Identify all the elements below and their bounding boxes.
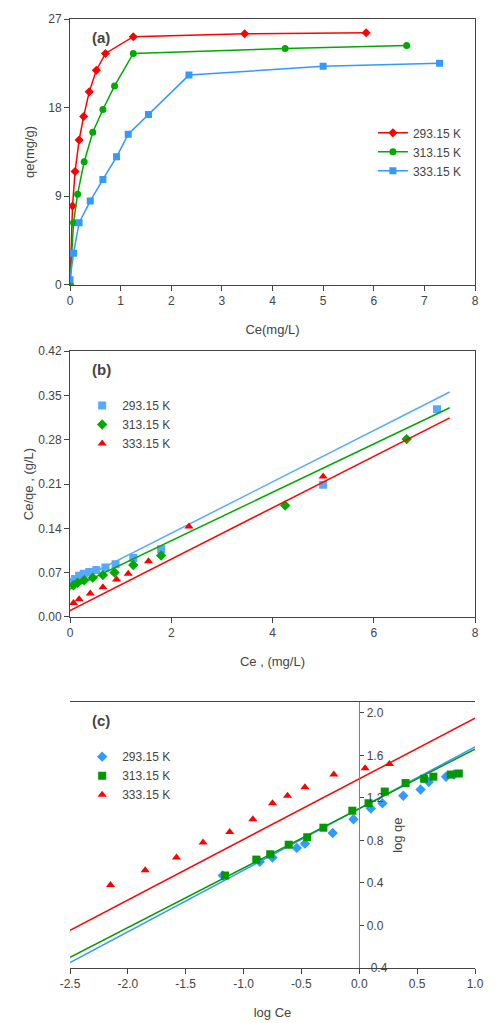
svg-text:2.0: 2.0 — [367, 706, 384, 720]
svg-text:293.15 K: 293.15 K — [122, 750, 170, 764]
svg-text:0.00: 0.00 — [38, 610, 62, 624]
svg-text:8: 8 — [472, 626, 479, 640]
svg-text:18: 18 — [48, 101, 62, 115]
svg-text:8: 8 — [472, 294, 479, 308]
svg-text:5: 5 — [320, 294, 327, 308]
svg-text:0.5: 0.5 — [409, 977, 426, 991]
svg-text:333.15 K: 333.15 K — [413, 165, 461, 179]
svg-text:-2.0: -2.0 — [118, 977, 139, 991]
svg-text:(c): (c) — [92, 712, 110, 729]
svg-text:0.0: 0.0 — [351, 977, 368, 991]
svg-text:7: 7 — [421, 294, 428, 308]
svg-text:3: 3 — [219, 294, 226, 308]
svg-text:4: 4 — [269, 626, 276, 640]
svg-text:1.2: 1.2 — [367, 791, 384, 805]
svg-text:0.28: 0.28 — [38, 433, 62, 447]
svg-text:(b): (b) — [92, 361, 111, 378]
svg-text:-0.4: -0.4 — [367, 961, 388, 975]
svg-text:1.6: 1.6 — [367, 749, 384, 763]
svg-text:2: 2 — [168, 294, 175, 308]
svg-text:4: 4 — [269, 294, 276, 308]
svg-text:Ce/qe , (g/L): Ce/qe , (g/L) — [21, 448, 36, 520]
svg-text:Ce , (mg/L): Ce , (mg/L) — [240, 654, 305, 669]
svg-text:293.15 K: 293.15 K — [413, 127, 461, 141]
svg-text:0.35: 0.35 — [38, 389, 62, 403]
svg-text:313.15 K: 313.15 K — [413, 146, 461, 160]
svg-text:0: 0 — [67, 626, 74, 640]
svg-text:(a): (a) — [92, 29, 110, 46]
svg-text:log Ce: log Ce — [254, 1005, 292, 1020]
svg-text:-1.5: -1.5 — [175, 977, 196, 991]
svg-text:qe(mg/g): qe(mg/g) — [22, 126, 37, 178]
svg-text:333.15 K: 333.15 K — [122, 437, 170, 451]
svg-text:1.0: 1.0 — [467, 977, 484, 991]
svg-text:log qe: log qe — [390, 817, 405, 852]
svg-text:Ce(mg/L): Ce(mg/L) — [245, 322, 299, 337]
svg-text:0.42: 0.42 — [38, 344, 62, 358]
svg-text:0.0: 0.0 — [367, 919, 384, 933]
svg-text:-1.0: -1.0 — [233, 977, 254, 991]
svg-text:-0.5: -0.5 — [291, 977, 312, 991]
svg-text:0.8: 0.8 — [367, 834, 384, 848]
svg-text:313.15 K: 313.15 K — [122, 769, 170, 783]
svg-text:0.14: 0.14 — [38, 522, 62, 536]
svg-text:1: 1 — [117, 294, 124, 308]
svg-text:313.15 K: 313.15 K — [122, 418, 170, 432]
svg-text:6: 6 — [370, 626, 377, 640]
svg-text:27: 27 — [48, 12, 62, 26]
svg-text:2: 2 — [168, 626, 175, 640]
svg-text:0.21: 0.21 — [38, 477, 62, 491]
svg-text:0: 0 — [67, 294, 74, 308]
svg-text:0.4: 0.4 — [367, 876, 384, 890]
svg-text:293.15 K: 293.15 K — [122, 399, 170, 413]
svg-text:0.07: 0.07 — [38, 566, 62, 580]
svg-text:9: 9 — [55, 189, 62, 203]
svg-text:333.15 K: 333.15 K — [122, 788, 170, 802]
svg-text:0: 0 — [55, 278, 62, 292]
svg-text:6: 6 — [370, 294, 377, 308]
svg-text:-2.5: -2.5 — [60, 977, 81, 991]
